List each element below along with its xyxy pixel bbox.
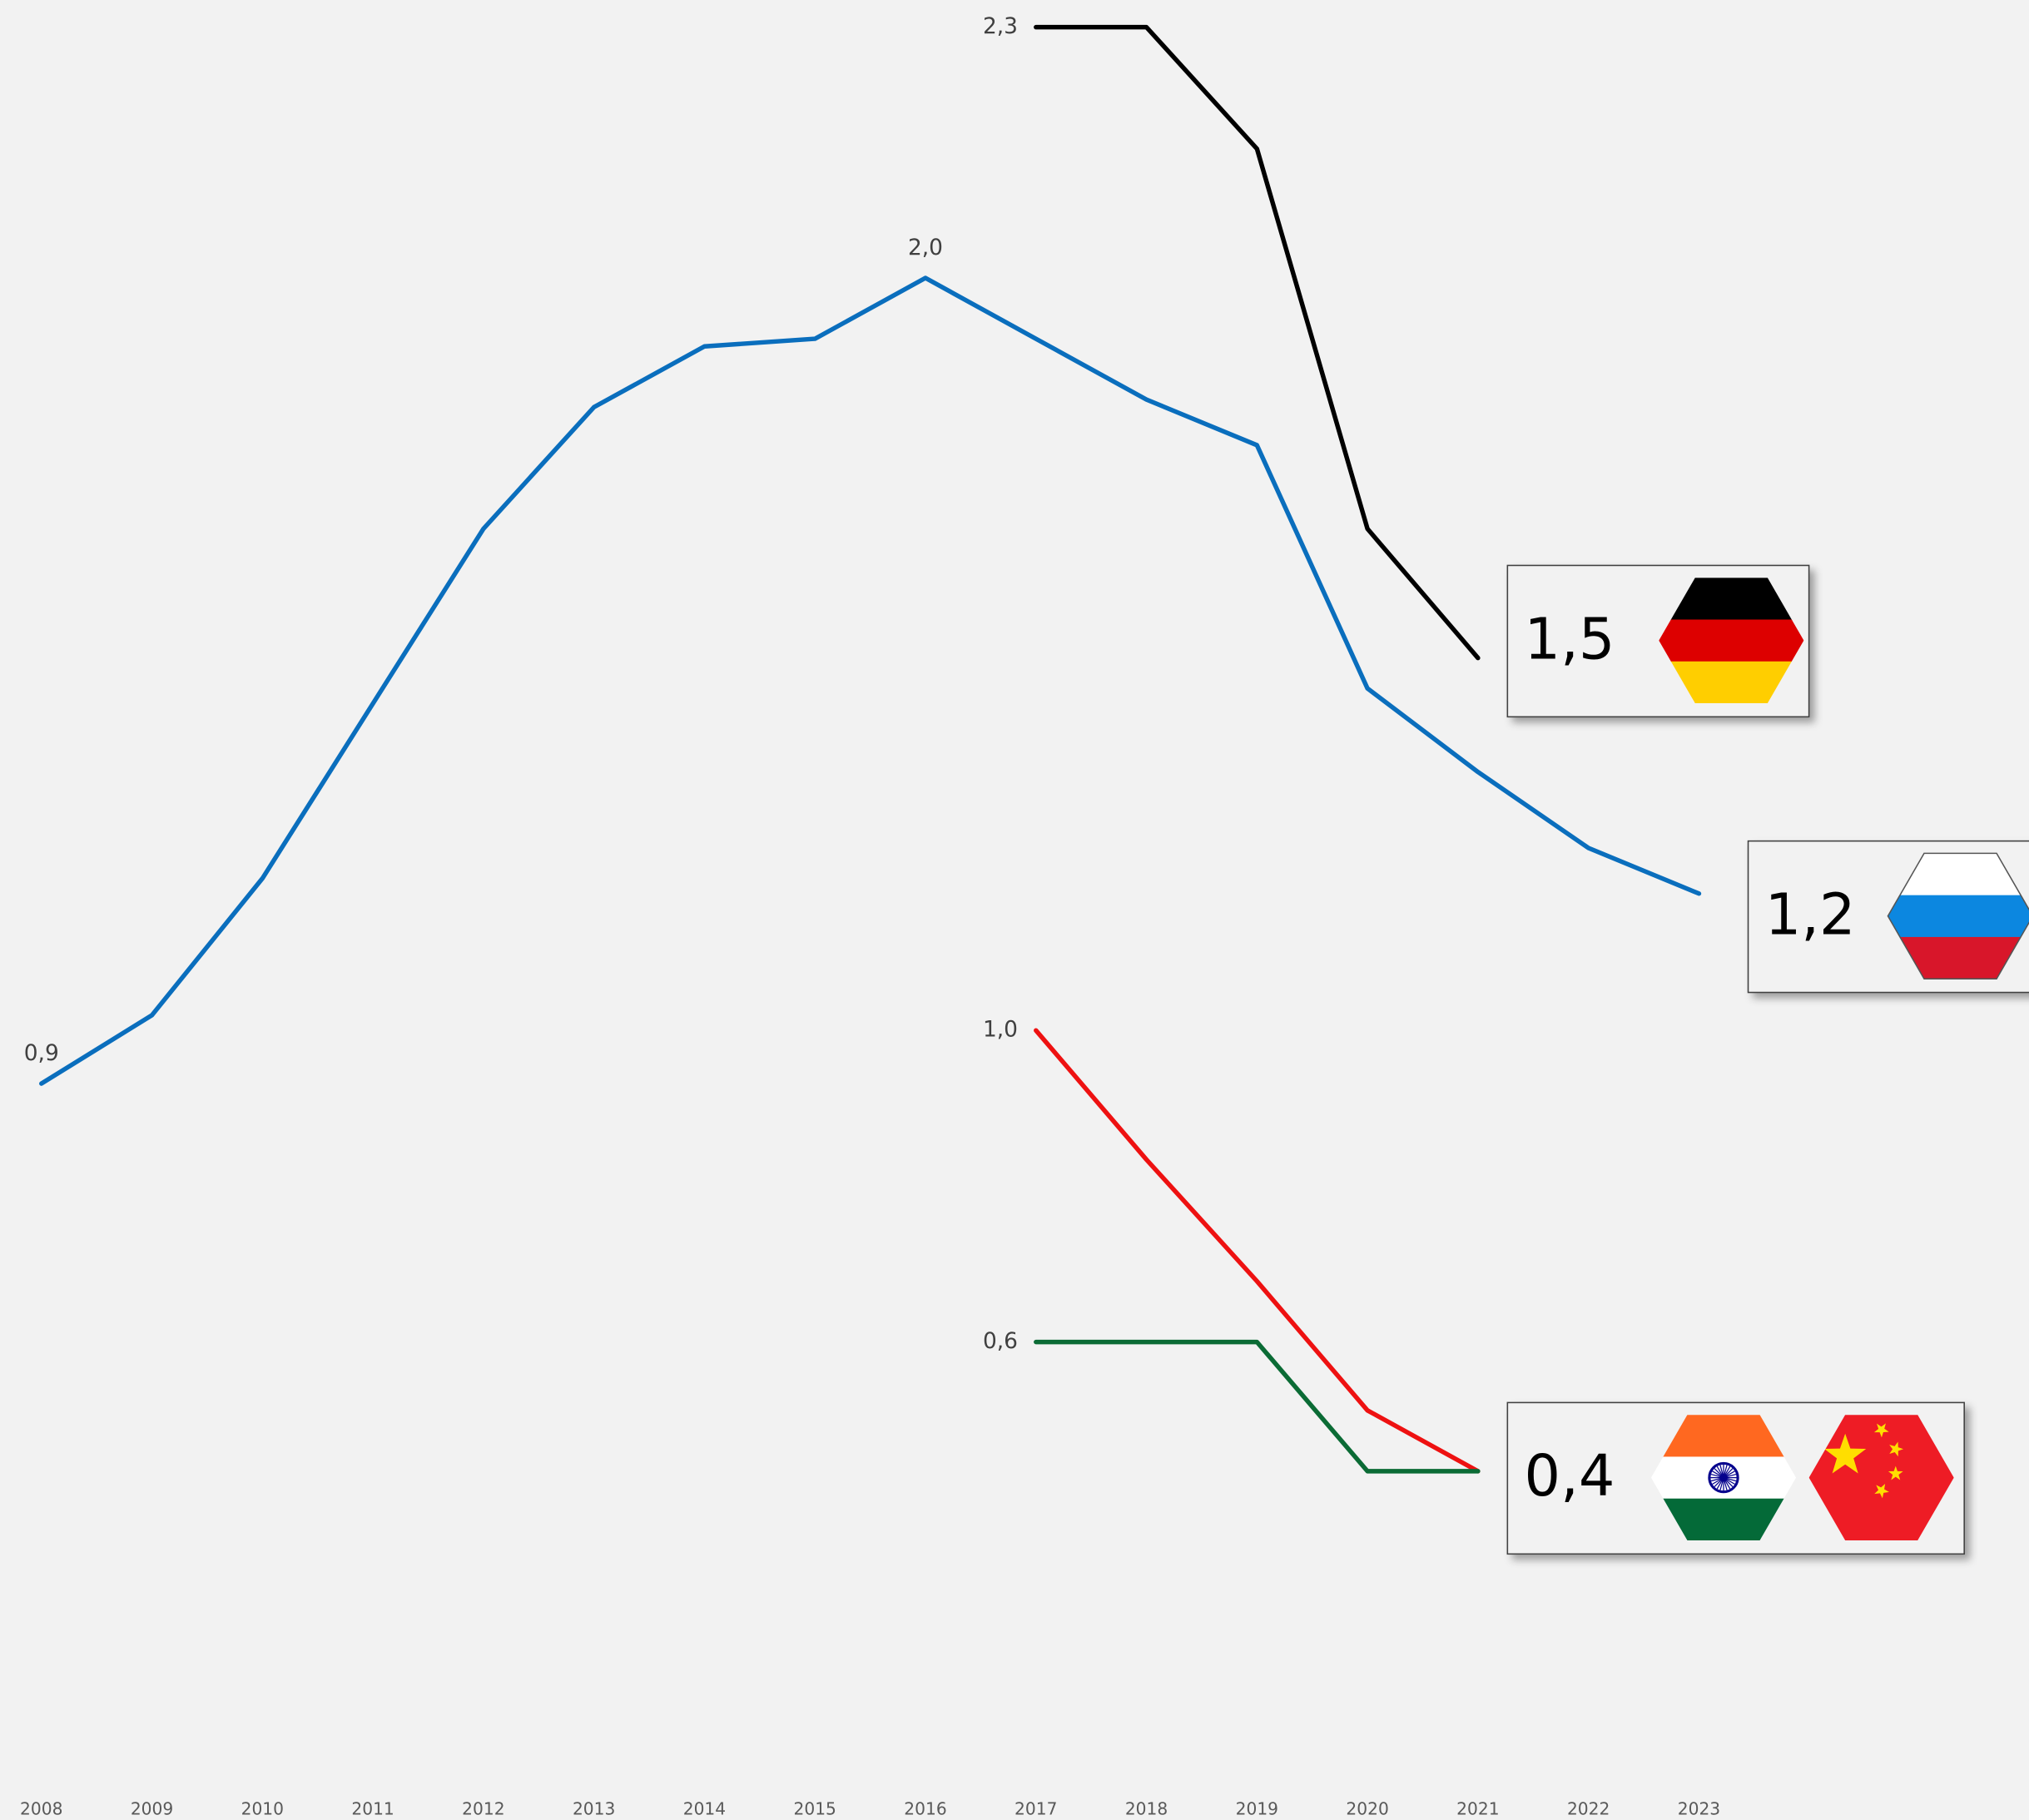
x-tick-label: 2019 [1236,1799,1278,1819]
hex-outline [1887,852,2029,979]
star [1889,1441,1904,1457]
x-tick-label: 2015 [794,1799,836,1819]
box-value-label: 0,4 [1525,1444,1615,1510]
x-tick-label: 2021 [1456,1799,1499,1819]
data-label: 2,0 [908,235,943,260]
line [39,275,1702,1086]
star [1824,1433,1867,1474]
x-tick-label: 2023 [1678,1799,1720,1819]
line [1034,1028,1481,1474]
data-label: 1,0 [983,1017,1018,1043]
x-tick-label: 2018 [1125,1799,1168,1819]
star [1873,1423,1889,1438]
x-tick-label: 2009 [131,1799,173,1819]
star [1874,1483,1889,1499]
star [1888,1465,1903,1480]
stripe [1888,895,2029,938]
stripe [1659,619,1804,662]
data-label: 0,9 [24,1040,59,1066]
data-label: 0,6 [983,1328,1018,1354]
plot: 2008 2009 2010 2011 2012 2013 2014 2015 2016 2017… [20,13,2029,1819]
x-tick-label: 2022 [1567,1799,1610,1819]
x-tick-label: 2008 [20,1799,62,1819]
x-tick-label: 2020 [1346,1799,1388,1819]
x-tick-label: 2014 [683,1799,726,1819]
x-tick-label: 2016 [904,1799,946,1819]
x-tick-label: 2010 [241,1799,284,1819]
box-value-label: 1,5 [1525,607,1615,672]
line [1034,1339,1481,1474]
box-value-label: 1,2 [1765,882,1856,948]
data-label: 2,3 [983,13,1018,39]
line [1034,24,1481,661]
spoke [1710,1473,1737,1482]
x-tick-label: 2012 [462,1799,504,1819]
x-tick-label: 2017 [1014,1799,1057,1819]
chakra [1708,1461,1739,1494]
x-tick-label: 2013 [573,1799,615,1819]
x-tick-label: 2011 [351,1799,394,1819]
